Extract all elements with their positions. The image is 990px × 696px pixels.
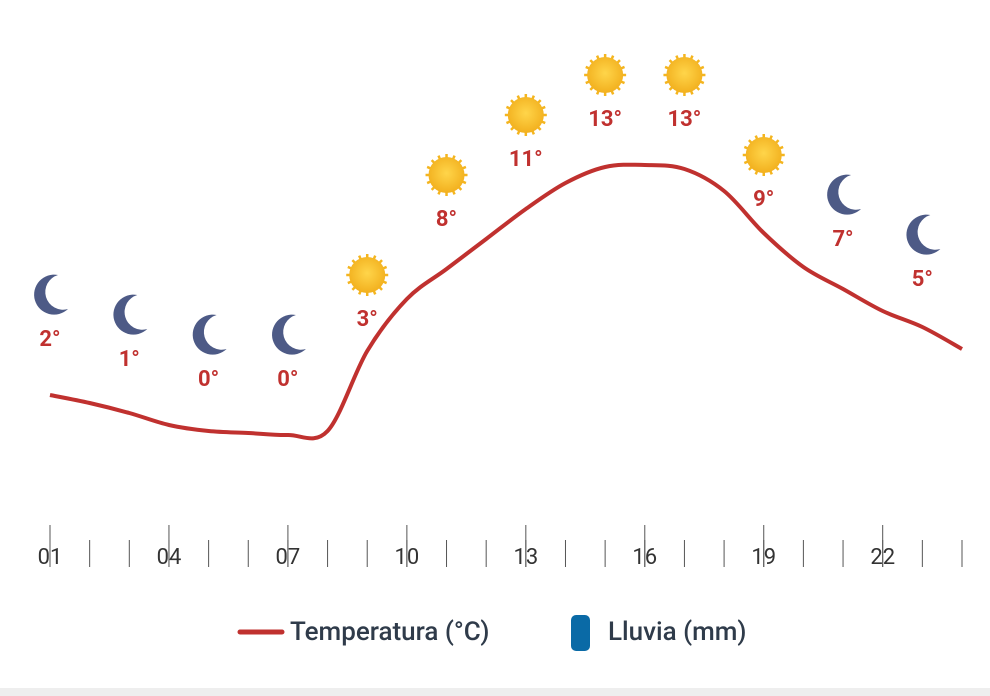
x-tick-label: 19 (751, 545, 776, 570)
point-label: 13° (588, 107, 622, 132)
x-tick-label: 01 (38, 545, 63, 570)
sun-disc (349, 257, 386, 293)
sun-icon (504, 94, 547, 136)
sun-icon (742, 134, 785, 176)
bottom-strip (0, 688, 990, 696)
legend-label: Temperatura (°C) (290, 617, 490, 647)
moon-icon (272, 314, 306, 355)
sun-disc (507, 97, 544, 133)
point-label: 13° (668, 107, 702, 132)
point-label: 0° (198, 367, 219, 392)
temperature-line (49, 162, 963, 441)
x-tick-label: 07 (276, 545, 301, 570)
sun-disc (587, 57, 624, 93)
legend-swatch (571, 615, 590, 651)
sun-icon (346, 254, 389, 296)
x-tick-label: 16 (632, 545, 657, 570)
x-tick-label: 22 (870, 545, 895, 570)
sun-icon (425, 154, 468, 196)
x-tick-label: 04 (157, 545, 182, 570)
moon-icon (192, 314, 227, 355)
moon-icon (34, 274, 68, 315)
point-label: 5° (912, 267, 933, 292)
point-label: 11° (509, 147, 543, 172)
point-label: 0° (277, 367, 298, 392)
sun-disc (745, 137, 782, 173)
point-label: 7° (832, 227, 853, 252)
sun-icon (584, 54, 627, 96)
point-label: 9° (753, 187, 774, 212)
sun-icon (663, 54, 706, 96)
moon-icon (827, 174, 862, 215)
point-label: 3° (357, 307, 378, 332)
moon-icon (113, 294, 148, 335)
sun-disc (428, 157, 465, 193)
point-label: 8° (436, 207, 457, 232)
moon-icon (906, 214, 941, 255)
sun-disc (666, 57, 703, 93)
x-tick-label: 13 (513, 545, 538, 570)
legend-label: Lluvia (mm) (608, 617, 747, 647)
point-label: 2° (39, 327, 60, 352)
point-label: 1° (119, 347, 140, 372)
x-tick-label: 10 (395, 545, 420, 570)
